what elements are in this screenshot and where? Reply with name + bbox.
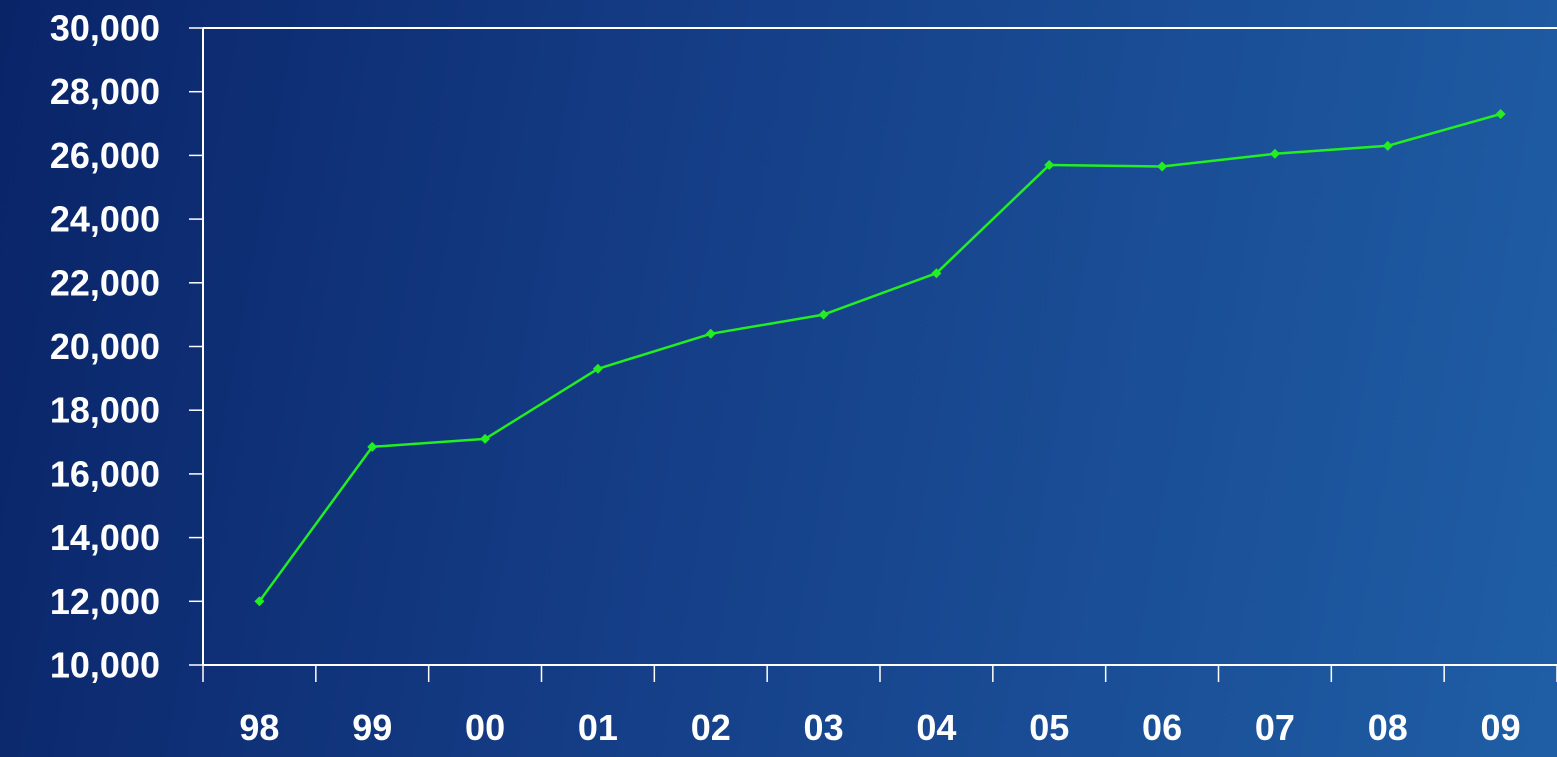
data-point-99: [367, 441, 378, 452]
y-tick-label: 18,000: [50, 390, 160, 431]
x-tick-label: 04: [916, 707, 956, 748]
y-tick-label: 10,000: [50, 645, 160, 686]
data-point-09: [1495, 108, 1506, 119]
data-point-05: [1044, 159, 1055, 170]
x-tick-label: 09: [1481, 707, 1521, 748]
x-tick-label: 99: [352, 707, 392, 748]
plot-area: [202, 27, 1557, 666]
y-tick-label: 28,000: [50, 71, 160, 112]
y-tick-label: 20,000: [50, 326, 160, 367]
y-tick-label: 24,000: [50, 199, 160, 240]
series-group: [254, 108, 1506, 607]
x-axis: 98 99 00 01 02 03 04 05 06 07 08 09: [202, 665, 1557, 748]
x-tick-label: 05: [1029, 707, 1069, 748]
data-point-03: [818, 309, 829, 320]
y-tick-label: 30,000: [50, 8, 160, 49]
x-tick-label: 00: [465, 707, 505, 748]
series-line: [258, 112, 1501, 603]
y-tick-label: 26,000: [50, 135, 160, 176]
data-point-06: [1157, 161, 1168, 172]
data-point-08: [1382, 140, 1393, 151]
x-tick-label: 98: [239, 707, 279, 748]
x-tick-label: 07: [1255, 707, 1295, 748]
x-tick-label: 08: [1368, 707, 1408, 748]
data-point-02: [705, 328, 716, 339]
y-tick-label: 16,000: [50, 453, 160, 494]
x-tick-label: 01: [578, 707, 618, 748]
y-tick-label: 22,000: [50, 262, 160, 303]
y-tick-label: 12,000: [50, 581, 160, 622]
data-point-00: [480, 433, 491, 444]
x-tick-label: 02: [691, 707, 731, 748]
y-axis: 10,000 12,000 14,000 16,000 18,000 20,000 22,0…: [50, 8, 203, 686]
x-tick-label: 06: [1142, 707, 1182, 748]
x-tick-label: 03: [804, 707, 844, 748]
y-tick-label: 14,000: [50, 517, 160, 558]
data-point-04: [931, 268, 942, 279]
data-point-01: [592, 363, 603, 374]
data-point-98: [254, 596, 265, 607]
data-point-07: [1269, 148, 1280, 159]
